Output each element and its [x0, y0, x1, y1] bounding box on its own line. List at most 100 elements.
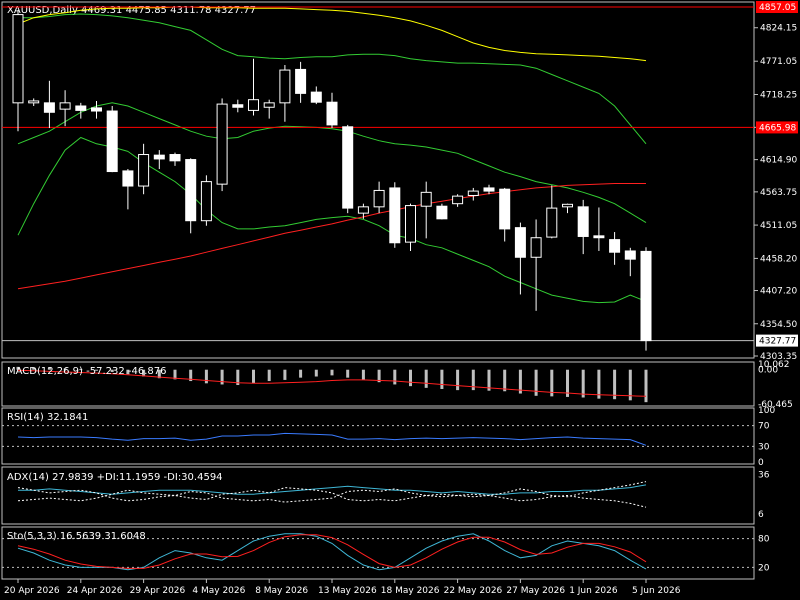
rsi-tick-label: 0: [758, 458, 764, 468]
macd-histogram-bar: [503, 369, 507, 392]
price-tick-label: 4511.05: [760, 221, 797, 231]
candle-bull: [28, 100, 40, 104]
macd-series: [16, 366, 648, 403]
candle-bull: [200, 181, 212, 222]
rsi-panel[interactable]: RSI(14) 32.1841 100 70 30 0: [1, 406, 775, 468]
macd-panel[interactable]: MACD(12,26,9) -57.232 -46.876 10.0620.00…: [1, 360, 793, 410]
adx-plus-di-line: [17, 487, 647, 508]
bollinger-upper-line: [18, 13, 647, 145]
macd-histogram-bar: [220, 369, 224, 385]
macd-tick-label: 0.00: [758, 366, 778, 376]
sto-series: [2, 533, 754, 571]
candle-bear: [326, 101, 338, 126]
rsi-tick-label: 30: [758, 442, 770, 452]
macd-histogram-bar: [409, 369, 412, 387]
candle-bull: [263, 102, 275, 108]
candle-bear: [624, 250, 636, 260]
price-tick-label: 4824.15: [760, 24, 797, 34]
macd-histogram-bar: [252, 369, 255, 384]
macd-histogram-bar: [440, 369, 444, 389]
price-tick-label: 4354.50: [760, 320, 797, 330]
macd-histogram-bar: [16, 366, 20, 370]
price-tag-mid-bg: [756, 121, 798, 134]
macd-histogram-bar: [597, 369, 601, 399]
price-axis: 4824.154771.054718.254666.154614.904563.…: [754, 1, 798, 362]
macd-histogram-bar: [283, 369, 287, 380]
candle-bull: [59, 102, 71, 110]
macd-histogram-bar: [377, 369, 381, 383]
macd-histogram-bar: [581, 369, 585, 398]
rsi-tick-label: 70: [758, 422, 770, 432]
date-tick-label: 20 Apr 2026: [4, 586, 60, 596]
macd-histogram-bar: [550, 369, 554, 397]
macd-histogram-bar: [456, 369, 460, 391]
date-tick-label: 18 May 2026: [381, 586, 440, 596]
macd-histogram-bar: [330, 369, 334, 376]
sto-signal-line: [17, 534, 647, 569]
macd-histogram-bar: [534, 369, 538, 396]
macd-label: MACD(12,26,9) -57.232 -46.876: [7, 366, 167, 377]
price-panel[interactable]: XAUUSD,Daily 4469.31 4475.85 4311.78 432…: [1, 1, 798, 362]
macd-histogram-bar: [63, 368, 67, 370]
candle-bear: [75, 105, 87, 111]
date-tick-label: 8 May 2026: [255, 586, 308, 596]
date-axis: 20 Apr 2026 24 Apr 2026 29 Apr 2026 4 May 2…: [4, 579, 681, 596]
macd-histogram-bar: [47, 368, 51, 370]
candle-bull: [138, 154, 150, 187]
rsi-label: RSI(14) 32.1841: [7, 412, 88, 423]
candle-bear: [91, 107, 102, 112]
symbol-header: XAUUSD,Daily 4469.31 4475.85 4311.78 432…: [7, 5, 256, 16]
price-tick-label: 4771.05: [760, 57, 797, 67]
candle-bear: [514, 227, 526, 258]
macd-histogram-bar: [79, 369, 83, 371]
price-tick-label: 4718.25: [760, 90, 797, 100]
candle-bull: [530, 237, 542, 258]
candle-bull: [216, 103, 228, 185]
macd-histogram-bar: [346, 369, 350, 378]
adx-axis: 36 6: [758, 470, 770, 520]
sto-panel[interactable]: Sto(5,3,3) 16.5639 31.6048 80 20: [1, 526, 770, 580]
rsi-series: [2, 425, 754, 447]
macd-histogram-bar: [204, 369, 208, 384]
price-tag-top: 4857.05: [759, 3, 796, 13]
price-tag-close-bg: [756, 334, 798, 347]
rsi-line: [17, 432, 647, 446]
sto-tick-label: 80: [758, 535, 770, 545]
price-tick-label: 4303.35: [760, 352, 797, 362]
date-tick-label: 27 May 2026: [506, 586, 565, 596]
candle-bear: [153, 154, 165, 160]
adx-tick-label: 36: [758, 470, 770, 480]
adx-tick-label: 6: [758, 510, 764, 520]
candle-bull: [12, 14, 24, 104]
macd-histogram-bar: [518, 369, 522, 394]
bollinger-middle-line: [17, 102, 647, 224]
sto-main-line: [17, 533, 647, 571]
macd-histogram-bar: [644, 369, 648, 403]
macd-histogram-bar: [314, 369, 318, 377]
candle-bear: [436, 205, 448, 220]
adx-panel[interactable]: ADX(14) 27.9839 +DI:11.1959 -DI:30.4594 …: [1, 466, 770, 525]
macd-histogram-bar: [236, 369, 240, 386]
macd-histogram-bar: [628, 369, 632, 401]
macd-tick-label: 10.062: [758, 360, 790, 370]
candle-bear: [593, 235, 605, 239]
candle-bear: [122, 170, 134, 187]
date-tick-label: 24 Apr 2026: [67, 586, 123, 596]
candle-bear: [483, 187, 495, 192]
adx-main-line: [18, 484, 647, 495]
candle-bear: [185, 159, 197, 222]
candle-bull: [467, 190, 479, 196]
candle-bear: [499, 188, 511, 230]
candle-bull: [420, 191, 432, 207]
price-tag-top-bg: [756, 1, 798, 13]
adx-label: ADX(14) 27.9839 +DI:11.1959 -DI:30.4594: [7, 472, 223, 483]
moving-average-yellow-line: [17, 6, 647, 62]
adx-minus-di-line: [17, 481, 647, 503]
macd-histogram-bar: [32, 367, 36, 370]
candle-bear: [389, 187, 401, 244]
macd-histogram-bar: [471, 369, 475, 391]
candle-bear: [310, 91, 322, 103]
price-tick-label: 4563.75: [760, 188, 797, 198]
macd-histogram-bar: [566, 369, 569, 397]
